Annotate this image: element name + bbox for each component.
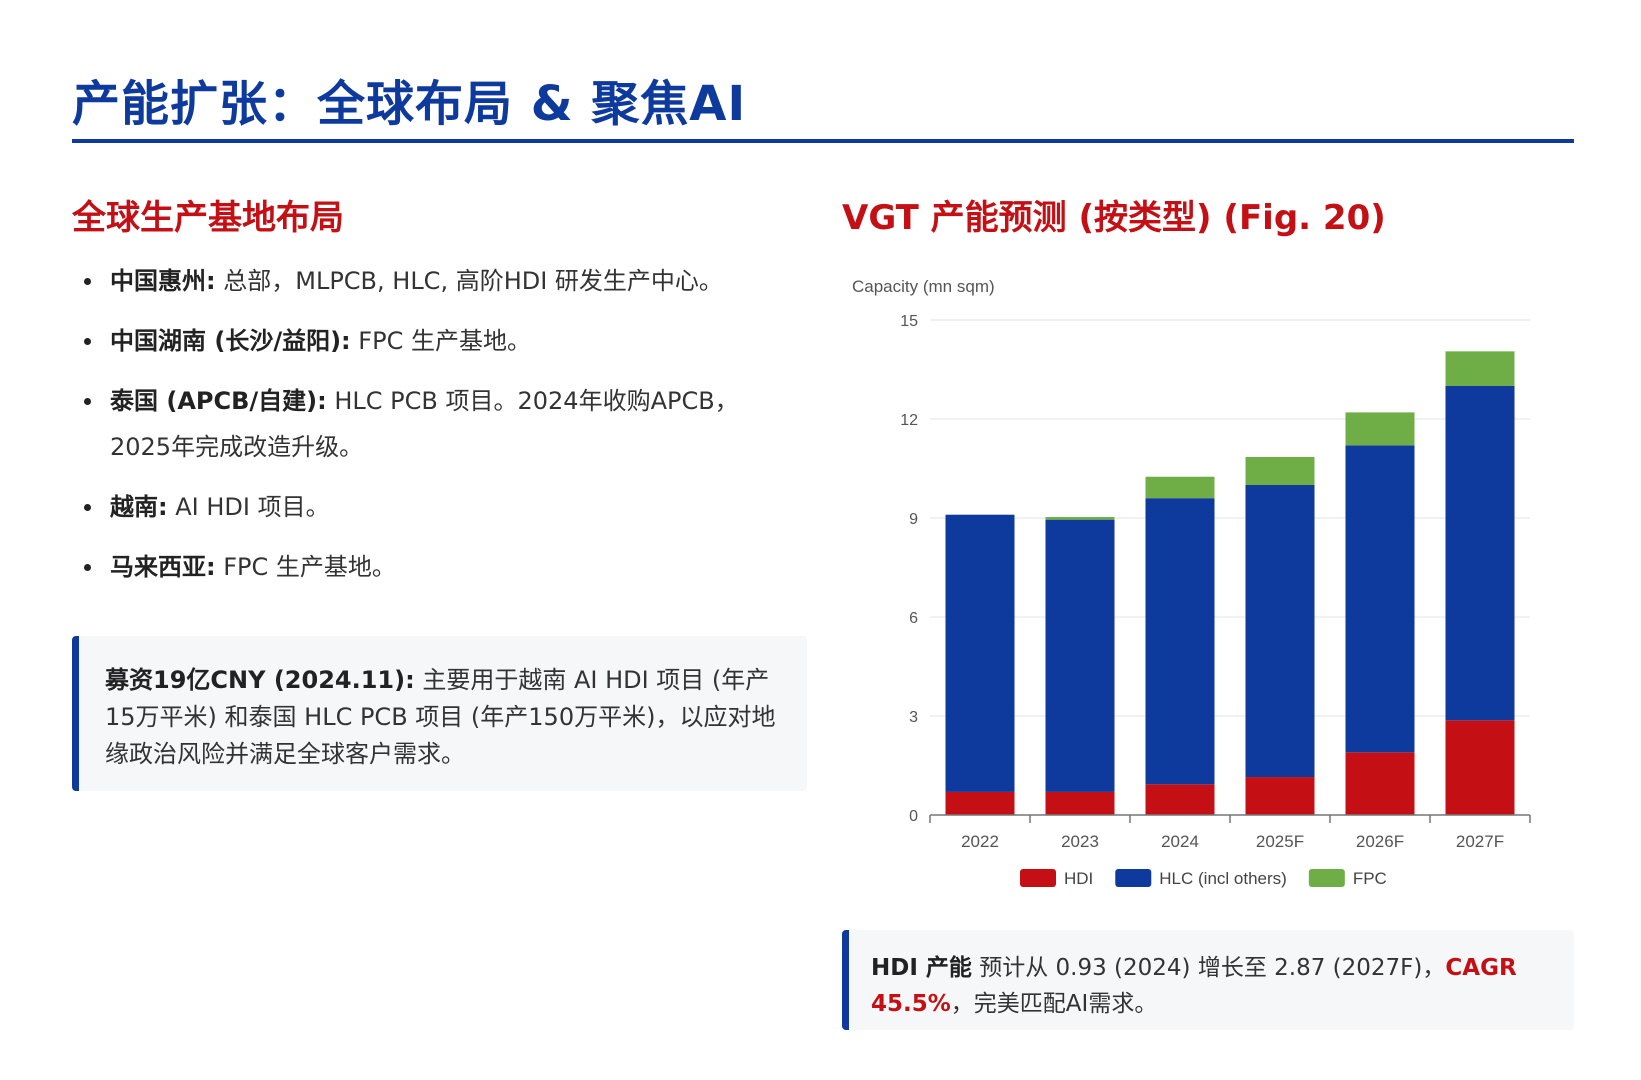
bullet-label: 越南:	[110, 493, 168, 521]
chart-section-title: VGT 产能预测 (按类型) (Fig. 20)	[842, 198, 1386, 238]
summary-label: HDI 产能	[871, 955, 972, 981]
x-tick-label: 2024	[1161, 832, 1199, 851]
bar-segment-hdi	[945, 791, 1015, 815]
bullet-text: HLC PCB 项目。2024年收购APCB，2025年完成改造升级。	[110, 387, 739, 461]
y-tick-label: 0	[909, 808, 918, 825]
bar-segment-fpc	[1245, 456, 1315, 485]
legend-label: HLC (incl others)	[1159, 869, 1287, 888]
list-item: 泰国 (APCB/自建): HLC PCB 项目。2024年收购APCB，202…	[80, 378, 780, 470]
bar-segment-hlc	[1445, 386, 1515, 721]
bar-segment-hdi	[1145, 784, 1215, 815]
capacity-chart: Capacity (mn sqm) 0 3 6 9 12 15 2022 2023 2024 20…	[852, 277, 1531, 888]
bullet-label: 马来西亚:	[110, 553, 216, 581]
bar-segment-fpc	[1345, 412, 1415, 446]
legend-swatch	[1115, 869, 1152, 887]
hdi-summary: HDI 产能 预计从 0.93 (2024) 增长至 2.87 (2027F)，…	[842, 930, 1574, 1030]
left-section-title: 全球生产基地布局	[72, 198, 344, 238]
y-tick-label: 15	[900, 313, 918, 330]
y-tick-label: 9	[909, 511, 918, 528]
base-list: 中国惠州: 总部，MLPCB, HLC, 高阶HDI 研发生产中心。 中国湖南 …	[80, 258, 780, 604]
summary-text: 预计从 0.93 (2024) 增长至 2.87 (2027F)，	[971, 955, 1446, 981]
bar-segment-hlc	[1345, 445, 1415, 753]
bar-segment-hlc	[945, 514, 1015, 792]
x-tick-label: 2026F	[1356, 832, 1404, 851]
bullet-text: 总部，MLPCB, HLC, 高阶HDI 研发生产中心。	[215, 267, 723, 295]
x-tick-label: 2022	[961, 832, 999, 851]
y-tick-label: 3	[909, 709, 918, 726]
bullet-text: FPC 生产基地。	[350, 327, 531, 355]
fundraising-note: 募资19亿CNY (2024.11): 主要用于越南 AI HDI 项目 (年产…	[72, 636, 807, 791]
bullet-label: 中国湖南 (长沙/益阳):	[110, 327, 351, 355]
legend-label: HDI	[1064, 869, 1093, 888]
bar-segment-fpc	[1145, 476, 1215, 499]
note-text: 主要用于越南 AI HDI 项目 (年产15万平米) 和泰国 HLC PCB 项…	[105, 666, 776, 768]
list-item: 中国惠州: 总部，MLPCB, HLC, 高阶HDI 研发生产中心。	[80, 258, 780, 304]
legend-swatch	[1308, 869, 1345, 887]
y-tick-label: 6	[909, 610, 918, 627]
bullet-text: AI HDI 项目。	[167, 493, 330, 521]
bar-segment-hlc	[1245, 485, 1315, 778]
bullet-label: 中国惠州:	[110, 267, 216, 295]
y-axis-label: Capacity (mn sqm)	[852, 277, 995, 296]
x-tick-label: 2023	[1061, 832, 1099, 851]
x-tick-label: 2025F	[1256, 832, 1304, 851]
cagr-highlight: CAGR 45.5%	[871, 955, 1517, 1017]
bar-segment-hlc	[1045, 519, 1115, 792]
bullet-label: 泰国 (APCB/自建):	[110, 387, 327, 415]
bullet-text: FPC 生产基地。	[215, 553, 396, 581]
bar-segment-hdi	[1245, 777, 1315, 815]
bar-segment-hlc	[1145, 498, 1215, 785]
x-tick-label: 2027F	[1456, 832, 1504, 851]
bar-segment-fpc	[1445, 351, 1515, 386]
list-item: 越南: AI HDI 项目。	[80, 484, 780, 530]
legend-swatch	[1020, 869, 1056, 887]
y-tick-label: 12	[900, 412, 918, 429]
bar-segment-hdi	[1045, 791, 1115, 815]
summary-tail: ，完美匹配AI需求。	[950, 991, 1158, 1017]
bar-segment-hdi	[1345, 752, 1415, 815]
title-divider	[72, 139, 1574, 143]
note-label: 募资19亿CNY (2024.11):	[105, 666, 415, 694]
list-item: 中国湖南 (长沙/益阳): FPC 生产基地。	[80, 318, 780, 364]
bar-segment-fpc	[1045, 517, 1115, 520]
bar-segment-hdi	[1445, 720, 1515, 815]
legend-label: FPC	[1353, 869, 1387, 888]
page-title: 产能扩张：全球布局 & 聚焦AI	[72, 76, 747, 132]
list-item: 马来西亚: FPC 生产基地。	[80, 544, 780, 590]
